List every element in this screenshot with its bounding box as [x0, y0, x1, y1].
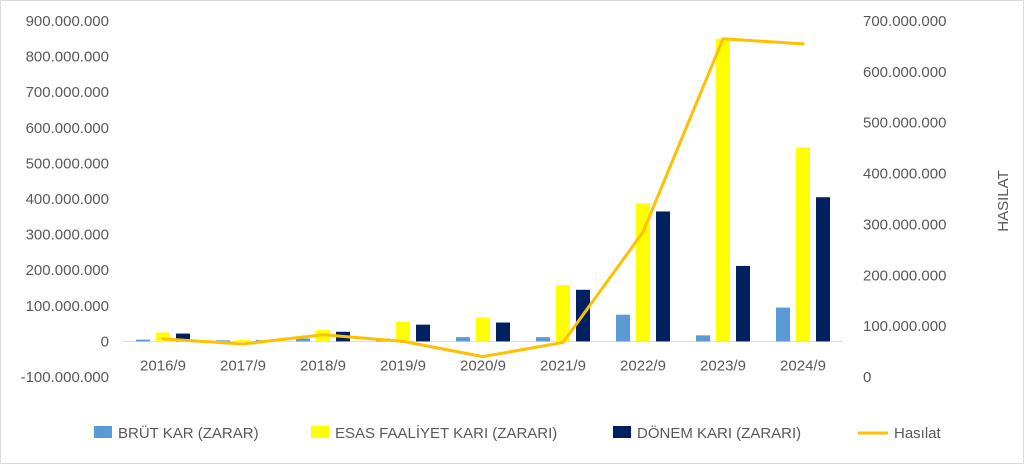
bars-layer	[136, 38, 830, 342]
bar	[696, 335, 710, 342]
left-axis-tick-label: 700.000.000	[26, 84, 109, 101]
bar	[416, 324, 430, 342]
left-axis-tick-label: 200.000.000	[26, 262, 109, 279]
bar	[496, 322, 510, 342]
category-label: 2019/9	[380, 357, 426, 374]
bar	[716, 38, 730, 342]
bar	[616, 314, 630, 342]
category-label: 2021/9	[540, 357, 586, 374]
left-axis-tick-label: 400.000.000	[26, 191, 109, 208]
legend-swatch	[613, 426, 631, 438]
legend: BRÜT KAR (ZARAR) ESAS FAALİYET KARI (ZARA…	[94, 424, 942, 442]
legend-label: DÖNEM KARI (ZARARI)	[637, 424, 801, 442]
category-label: 2022/9	[620, 357, 666, 374]
category-label: 2024/9	[780, 357, 826, 374]
bar	[296, 338, 310, 342]
right-axis-tick-label: 700.000.000	[863, 13, 946, 30]
bar	[816, 197, 830, 342]
hasilat-line	[161, 37, 805, 359]
bar	[556, 285, 570, 342]
left-axis-tick-label: 500.000.000	[26, 155, 109, 172]
bar	[176, 333, 190, 342]
bar	[736, 265, 750, 342]
right-axis-tick-label: 300.000.000	[863, 216, 946, 233]
bar	[456, 337, 470, 342]
right-axis-tick-label: 0	[863, 369, 871, 386]
left-axis-tick-label: 800.000.000	[26, 49, 109, 66]
category-label: 2023/9	[700, 357, 746, 374]
left-axis-tick-label: 0	[101, 333, 109, 350]
ticks-layer: -100.000.000 0 100.000.000 200.000.000 300.0…	[21, 13, 947, 386]
legend-label: ESAS FAALİYET KARI (ZARARI)	[335, 424, 557, 442]
bar	[236, 339, 250, 342]
left-axis-tick-label: 900.000.000	[26, 13, 109, 30]
legend-swatch	[94, 426, 112, 438]
bar	[476, 317, 490, 342]
left-axis-tick-label: 600.000.000	[26, 120, 109, 137]
bar	[156, 332, 170, 342]
bar	[776, 307, 790, 342]
legend-label: Hasılat	[894, 425, 942, 442]
right-axis-tick-label: 600.000.000	[863, 64, 946, 81]
right-axis-tick-label: 200.000.000	[863, 267, 946, 284]
legend-label: BRÜT KAR (ZARAR)	[118, 424, 259, 442]
line-layer	[161, 37, 805, 359]
category-label: 2016/9	[140, 357, 186, 374]
bar	[136, 339, 150, 342]
bar	[796, 147, 810, 342]
category-label: 2018/9	[300, 357, 346, 374]
right-axis-tick-label: 100.000.000	[863, 318, 946, 335]
category-label: 2017/9	[220, 357, 266, 374]
left-axis-tick-label: 100.000.000	[26, 298, 109, 315]
bar	[396, 321, 410, 342]
right-axis-tick-label: 500.000.000	[863, 115, 946, 132]
bar	[536, 337, 550, 342]
left-axis-tick-label: -100.000.000	[21, 369, 109, 386]
bar	[216, 340, 230, 342]
category-label: 2020/9	[460, 357, 506, 374]
legend-swatch	[311, 426, 329, 438]
right-axis-title: HASILAT	[995, 170, 1012, 231]
left-axis-tick-label: 300.000.000	[26, 227, 109, 244]
bar	[656, 211, 670, 342]
right-axis-tick-label: 400.000.000	[863, 166, 946, 183]
